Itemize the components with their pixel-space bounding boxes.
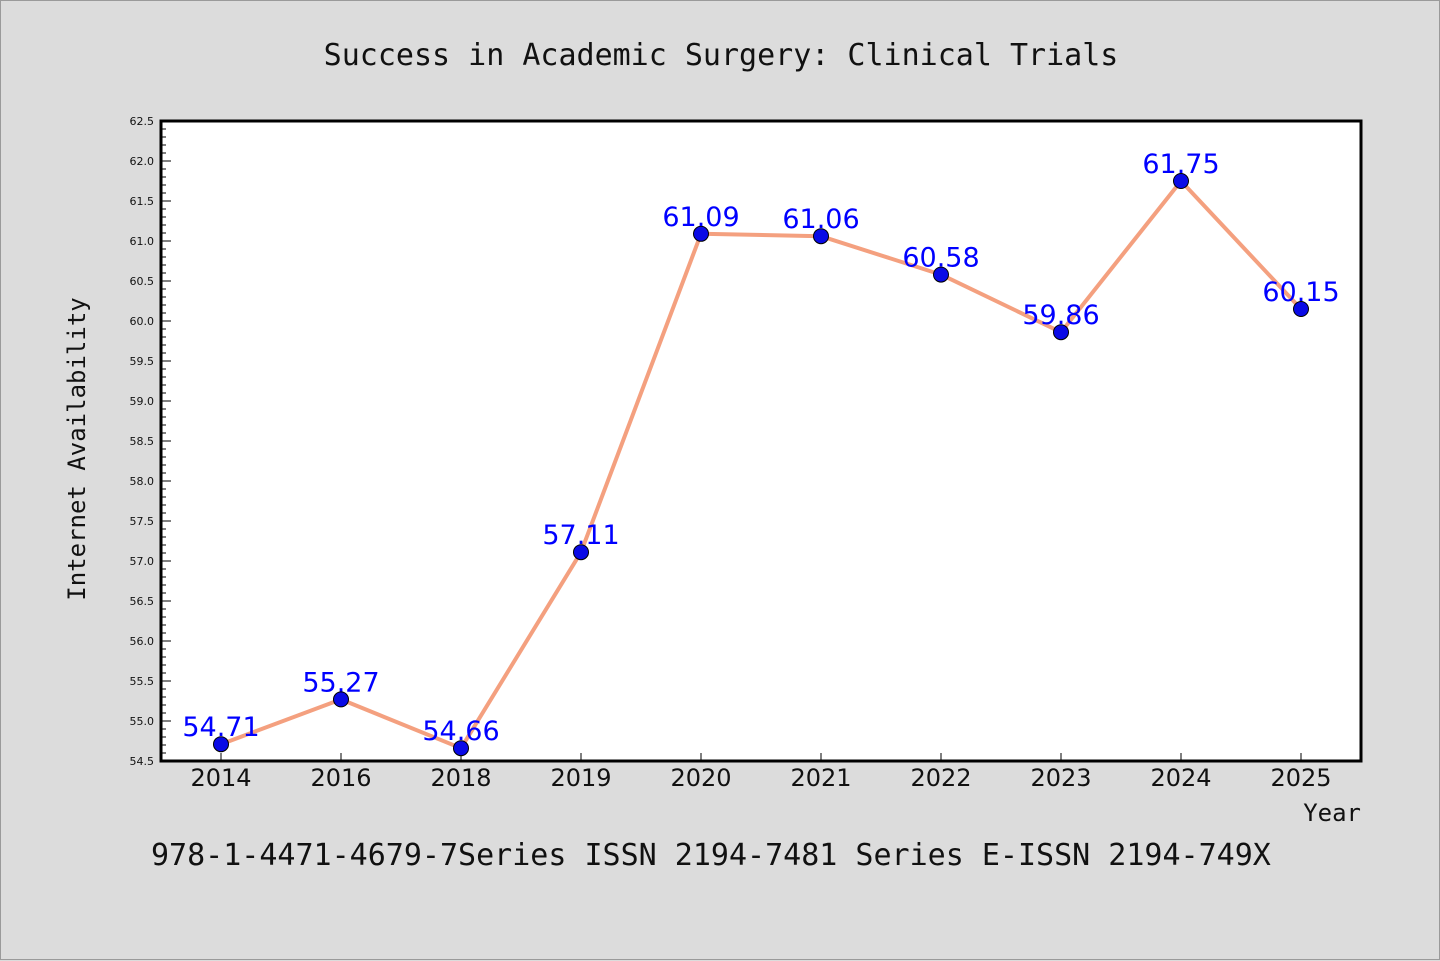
- data-label: 54.66: [422, 716, 499, 747]
- x-tick-label: 2022: [910, 764, 971, 792]
- data-label: 60.58: [902, 243, 979, 274]
- data-point-marker: [213, 736, 229, 753]
- x-axis-title: Year: [1303, 799, 1361, 827]
- data-point-marker: [933, 266, 949, 283]
- data-point-marker: [453, 740, 469, 757]
- y-tick-label: 58.5: [130, 435, 155, 448]
- x-tick-label: 2016: [310, 764, 371, 792]
- x-axis: 2014 2016 2018 2019 2020 2021 2022 2023 2024 2025: [190, 753, 1332, 792]
- y-tick-label: 60.5: [130, 275, 155, 288]
- data-point-marker: [573, 544, 589, 561]
- y-tick-label: 57.5: [130, 515, 155, 528]
- data-point-marker: [693, 225, 709, 242]
- x-tick-label: 2018: [430, 764, 491, 792]
- x-tick-label: 2021: [790, 764, 851, 792]
- y-axis: 54.5 55.0 55.5 56.0 56.5 57.0 57.5 58.0 58.5 59.0…: [130, 115, 171, 768]
- x-tick-label: 2025: [1270, 764, 1331, 792]
- y-tick-label: 62.5: [130, 115, 155, 128]
- data-label: 55.27: [302, 667, 379, 698]
- y-tick-label: 58.0: [130, 475, 155, 488]
- footer-isbn-issn: 978-1-4471-4679-7Series ISSN 2194-7481 S…: [151, 838, 1271, 873]
- y-tick-label: 57.0: [130, 555, 155, 568]
- y-tick-label: 56.5: [130, 595, 155, 608]
- series-layer: 54.71 55.27 54.66 57.11 61.09 61.06 60.58 59.86…: [182, 149, 1340, 757]
- x-tick-label: 2020: [670, 764, 731, 792]
- plot-area: [159, 119, 1363, 763]
- y-tick-label: 54.5: [130, 755, 155, 768]
- y-tick-label: 59.5: [130, 355, 155, 368]
- y-tick-label: 55.5: [130, 675, 155, 688]
- x-tick-label: 2019: [550, 764, 611, 792]
- chart-title: Success in Academic Surgery: Clinical Tr…: [324, 38, 1119, 73]
- y-tick-label: 61.5: [130, 195, 155, 208]
- data-label: 61.75: [1142, 149, 1219, 180]
- data-point-marker: [1293, 301, 1309, 317]
- data-label: 57.11: [542, 520, 619, 551]
- data-point-marker: [1173, 173, 1189, 189]
- x-tick-label: 2024: [1150, 764, 1211, 792]
- data-label: 60.15: [1262, 277, 1339, 308]
- data-label: 61.09: [662, 202, 739, 233]
- data-point-marker: [333, 691, 349, 708]
- data-label: 54.71: [182, 712, 259, 743]
- y-tick-label: 60.0: [130, 315, 155, 328]
- data-label: 61.06: [782, 204, 859, 235]
- y-axis-title: Internet Availability: [63, 297, 91, 600]
- data-label: 59.86: [1022, 300, 1099, 331]
- y-tick-label: 62.0: [130, 155, 155, 168]
- y-tick-label: 59.0: [130, 395, 155, 408]
- data-point-marker: [813, 228, 829, 245]
- data-point-marker: [1053, 324, 1069, 341]
- x-tick-label: 2014: [190, 764, 251, 792]
- y-tick-label: 55.0: [130, 715, 155, 728]
- x-tick-label: 2023: [1030, 764, 1091, 792]
- y-tick-label: 61.0: [130, 235, 155, 248]
- y-tick-label: 56.0: [130, 635, 155, 648]
- series-line: [219, 179, 1303, 751]
